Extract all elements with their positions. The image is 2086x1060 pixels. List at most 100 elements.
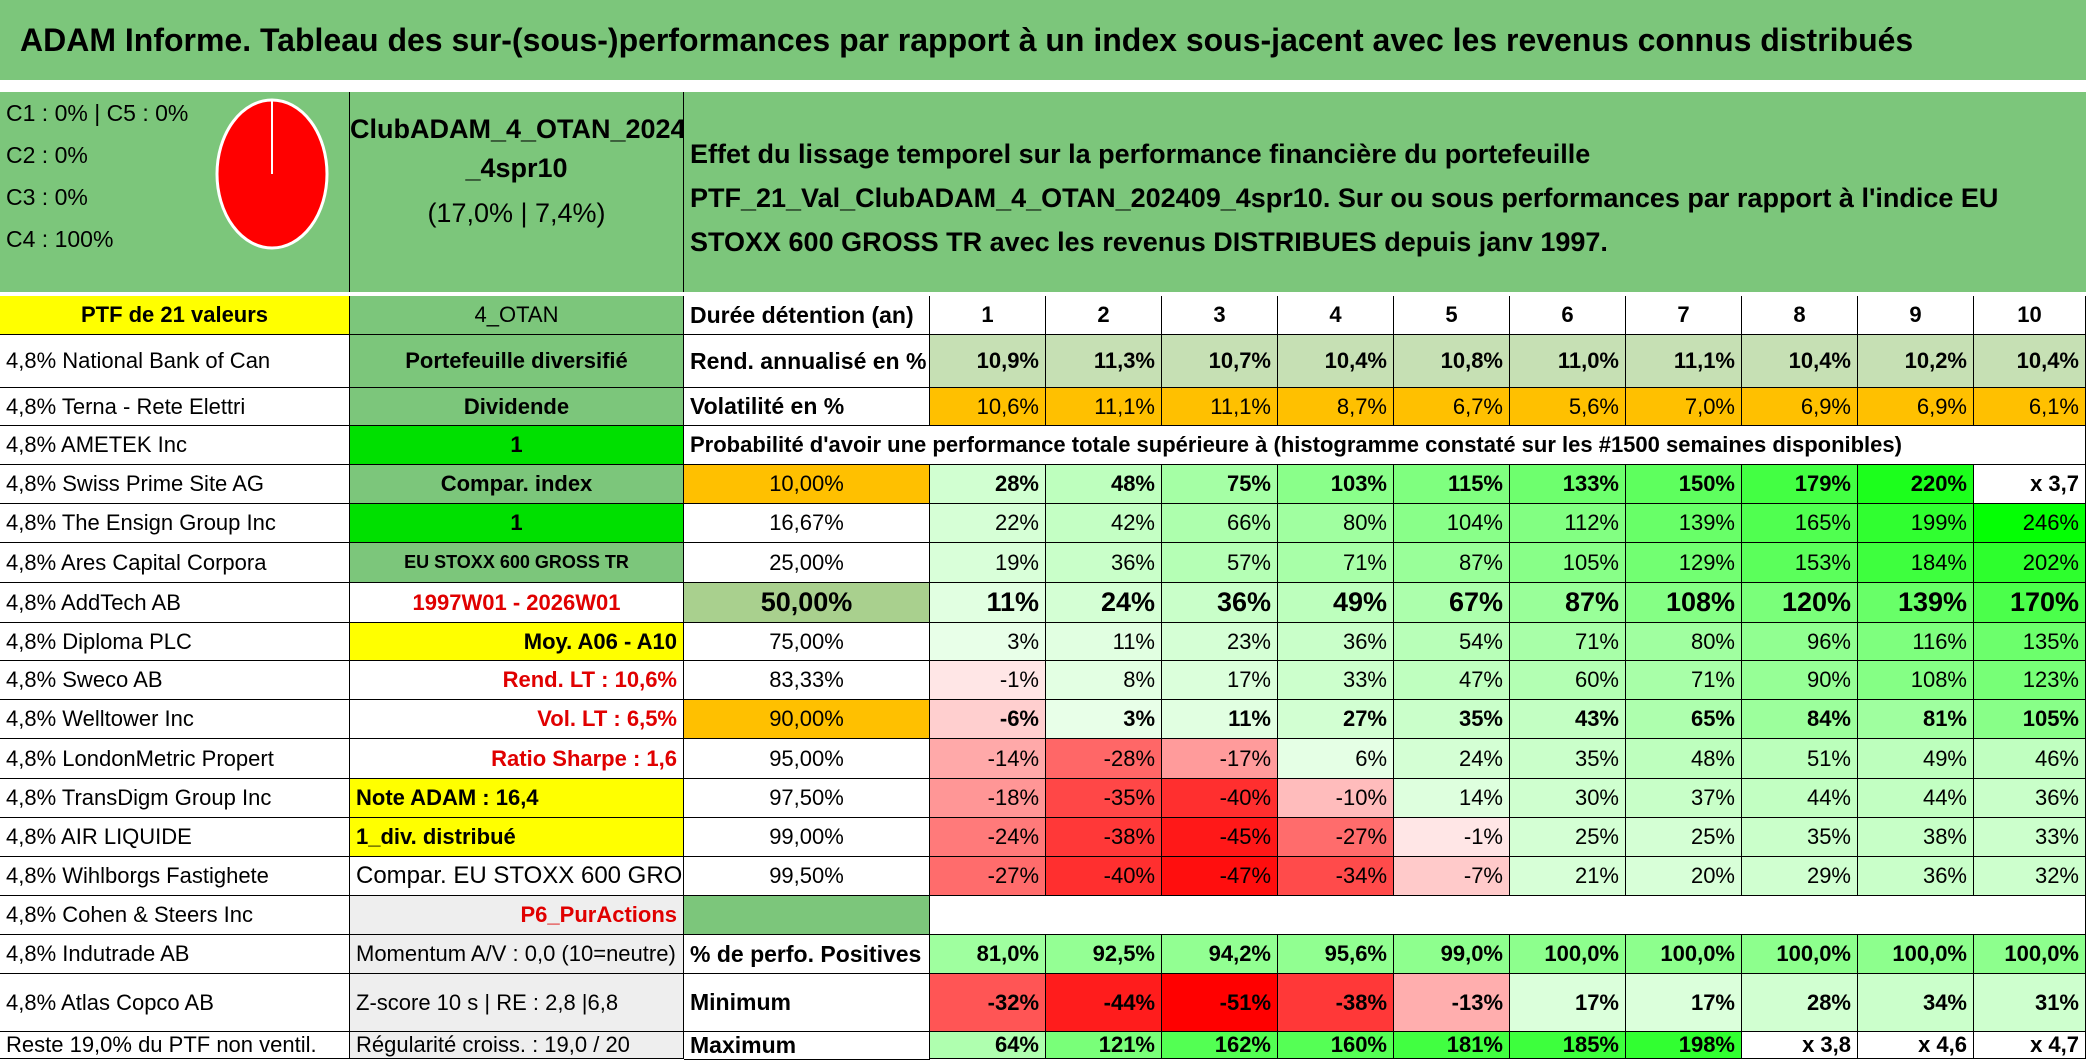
prob-value: 44%: [1742, 779, 1858, 818]
prob-value: 153%: [1742, 543, 1858, 583]
fund-name-line1: ClubADAM_4_OTAN_202409: [350, 114, 716, 144]
prob-value: 67%: [1394, 583, 1510, 623]
prob-value: 246%: [1974, 504, 2086, 543]
code-cell: 4_OTAN: [350, 296, 684, 335]
prob-value: -28%: [1046, 739, 1162, 779]
prob-value: 103%: [1278, 465, 1394, 504]
prob-value: 47%: [1394, 661, 1510, 700]
prob-value: -38%: [1046, 818, 1162, 857]
prob-value: 42%: [1046, 504, 1162, 543]
prob-value: 75%: [1162, 465, 1278, 504]
prob-value: 184%: [1858, 543, 1974, 583]
rend-value: 10,9%: [930, 335, 1046, 388]
prob-value: 3%: [1046, 700, 1162, 739]
prob-value: x 3,7: [1974, 465, 2086, 504]
duree-label: Durée détention (an): [684, 296, 930, 335]
prob-value: -34%: [1278, 857, 1394, 896]
rend-lt-cell: Rend. LT : 10,6%: [350, 661, 684, 700]
prob-value: 48%: [1626, 739, 1742, 779]
vol-value: 7,0%: [1626, 388, 1742, 426]
prob-value: 32%: [1974, 857, 2086, 896]
vol-lt-cell: Vol. LT : 6,5%: [350, 700, 684, 739]
vol-value: 6,9%: [1858, 388, 1974, 426]
holding-row: 4,8% AMETEK Inc: [0, 426, 350, 465]
rend-value: 10,4%: [1974, 335, 2086, 388]
pos-value: 94,2%: [1162, 935, 1278, 974]
prob-level: 90,00%: [684, 700, 930, 739]
prob-value: -1%: [1394, 818, 1510, 857]
min-value: -44%: [1046, 974, 1162, 1032]
prob-value: 49%: [1278, 583, 1394, 623]
prob-value: 30%: [1510, 779, 1626, 818]
prob-value: 87%: [1394, 543, 1510, 583]
holding-row: 4,8% Indutrade AB: [0, 935, 350, 974]
prob-value: 36%: [1278, 623, 1394, 661]
prob-value: 179%: [1742, 465, 1858, 504]
year-header: 8: [1742, 296, 1858, 335]
year-header: 9: [1858, 296, 1974, 335]
vol-value: 6,9%: [1742, 388, 1858, 426]
prob-value: 35%: [1742, 818, 1858, 857]
prob-value: 33%: [1278, 661, 1394, 700]
prob-value: 54%: [1394, 623, 1510, 661]
holding-row: 4,8% Sweco AB: [0, 661, 350, 700]
prob-value: 123%: [1974, 661, 2086, 700]
prob-value: 8%: [1046, 661, 1162, 700]
prob-value: 37%: [1626, 779, 1742, 818]
max-value: 162%: [1162, 1032, 1278, 1059]
rend-value: 10,4%: [1742, 335, 1858, 388]
prob-level: 50,00%: [684, 583, 930, 623]
prob-value: 20%: [1626, 857, 1742, 896]
prob-value: 84%: [1742, 700, 1858, 739]
min-value: 17%: [1510, 974, 1626, 1032]
prob-value: 24%: [1046, 583, 1162, 623]
prob-value: 36%: [1162, 583, 1278, 623]
rend-value: 11,0%: [1510, 335, 1626, 388]
prob-value: 71%: [1278, 543, 1394, 583]
max-value: 198%: [1626, 1032, 1742, 1059]
holding-row: 4,8% TransDigm Group Inc: [0, 779, 350, 818]
prob-value: 17%: [1162, 661, 1278, 700]
prob-value: 3%: [930, 623, 1046, 661]
vol-value: 6,1%: [1974, 388, 2086, 426]
type-cell: Portefeuille diversifié: [350, 335, 684, 388]
prob-value: 108%: [1626, 583, 1742, 623]
prob-value: 36%: [1858, 857, 1974, 896]
prob-value: 36%: [1046, 543, 1162, 583]
legend-c3: C3 : 0%: [6, 184, 88, 210]
period-cell: 1997W01 - 2026W01: [350, 583, 684, 623]
prob-value: 51%: [1742, 739, 1858, 779]
prob-value: 14%: [1394, 779, 1510, 818]
pos-value: 100,0%: [1858, 935, 1974, 974]
prob-value: -47%: [1162, 857, 1278, 896]
prob-value: 46%: [1974, 739, 2086, 779]
year-header: 3: [1162, 296, 1278, 335]
prob-value: -24%: [930, 818, 1046, 857]
prob-value: 6%: [1278, 739, 1394, 779]
prob-value: 170%: [1974, 583, 2086, 623]
prob-value: 104%: [1394, 504, 1510, 543]
compar-cell: Compar. index: [350, 465, 684, 504]
holding-row: Reste 19,0% du PTF non ventil.: [0, 1032, 350, 1059]
vol-label: Volatilité en %: [684, 388, 930, 426]
holding-row: 4,8% Welltower Inc: [0, 700, 350, 739]
prob-value: 33%: [1974, 818, 2086, 857]
rend-value: 10,7%: [1162, 335, 1278, 388]
vol-value: 11,1%: [1162, 388, 1278, 426]
prob-value: 202%: [1974, 543, 2086, 583]
holding-row: 4,8% Swiss Prime Site AG: [0, 465, 350, 504]
prob-value: 22%: [930, 504, 1046, 543]
p6-cell: P6_PurActions: [350, 896, 684, 935]
moy-cell: Moy. A06 - A10: [350, 623, 684, 661]
rend-value: 11,1%: [1626, 335, 1742, 388]
year-header: 6: [1510, 296, 1626, 335]
holding-row: 4,8% AddTech AB: [0, 583, 350, 623]
ptf-header: PTF de 21 valeurs: [0, 296, 350, 335]
prob-level: 95,00%: [684, 739, 930, 779]
prob-value: 29%: [1742, 857, 1858, 896]
max-value: 160%: [1278, 1032, 1394, 1059]
prob-value: 57%: [1162, 543, 1278, 583]
min-value: 28%: [1742, 974, 1858, 1032]
min-label: Minimum: [684, 974, 930, 1032]
max-label: Maximum: [684, 1032, 930, 1060]
